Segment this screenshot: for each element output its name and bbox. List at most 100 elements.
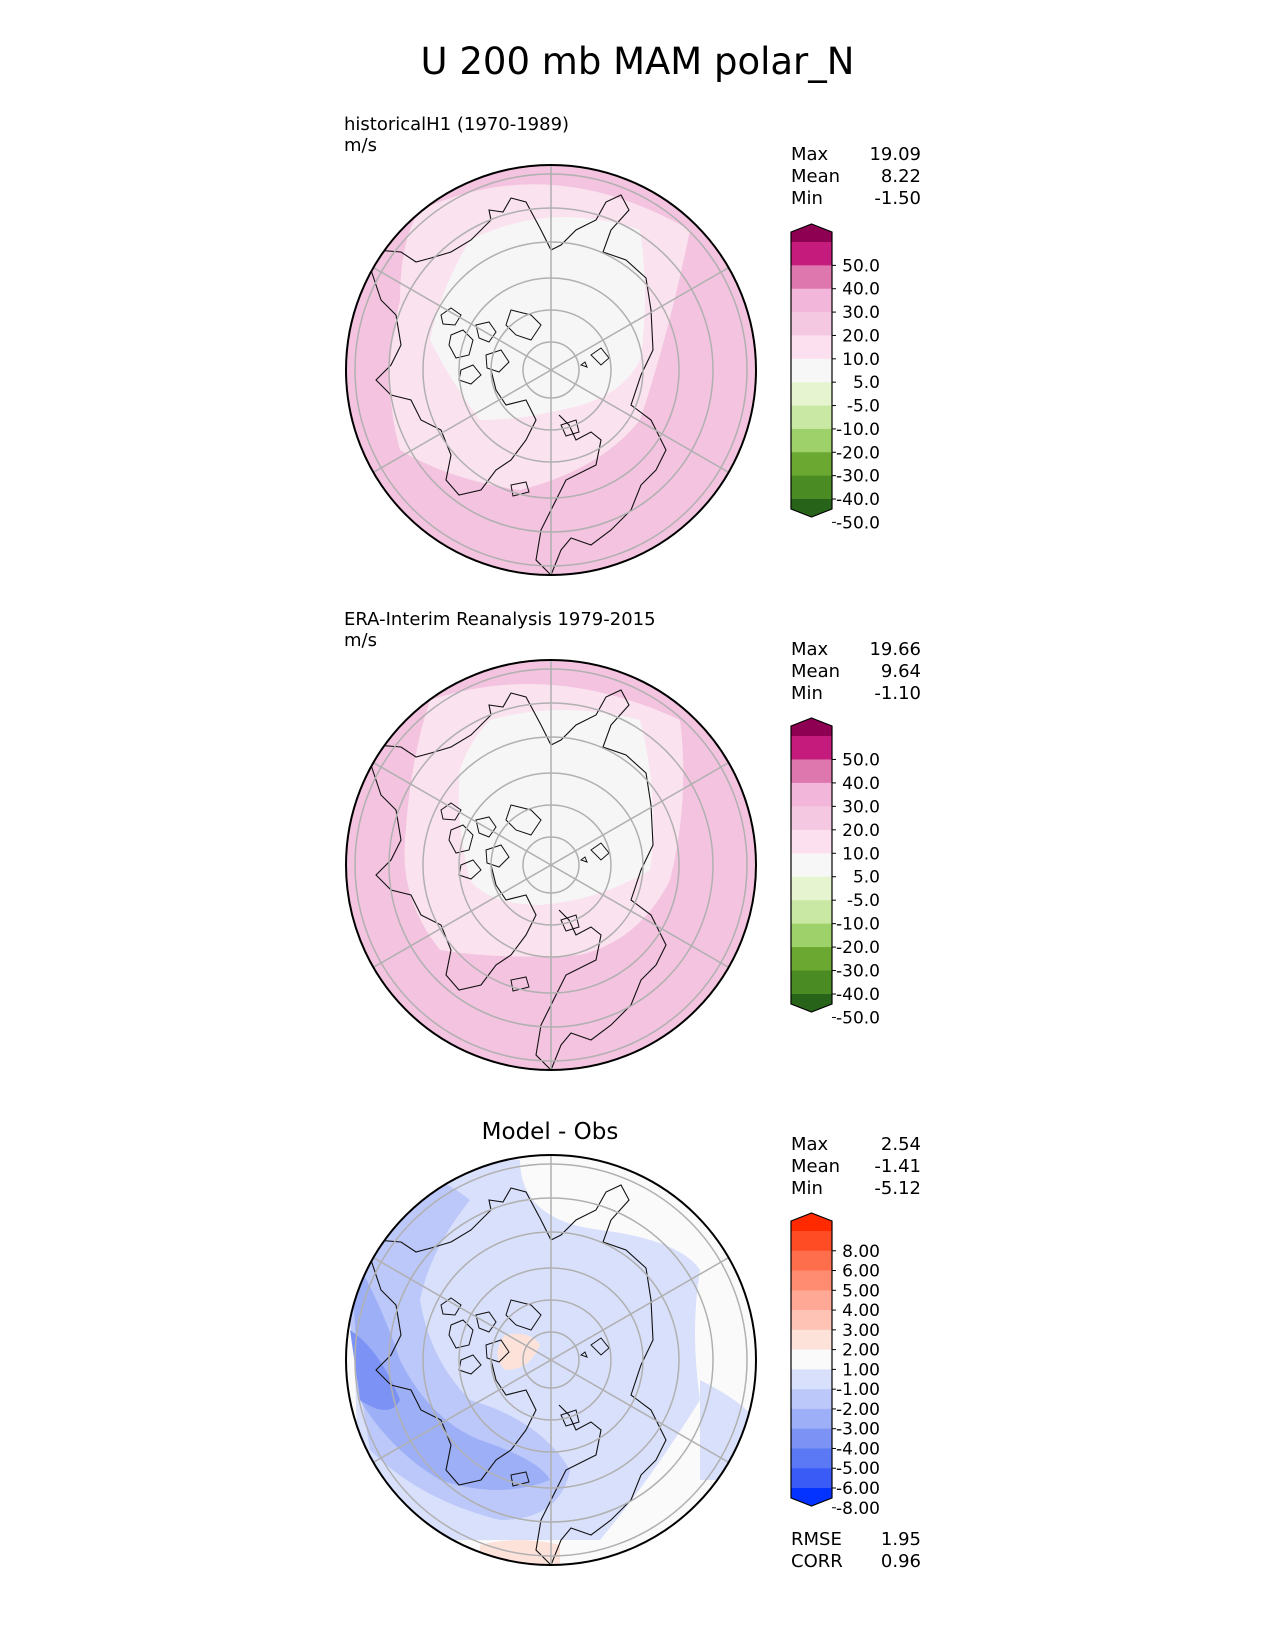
stat-min-value: -5.12 (874, 1178, 921, 1199)
stat-max-value: 19.09 (869, 144, 921, 165)
colorbar-tick-label: -10.0 (836, 420, 880, 440)
colorbar-bin (791, 405, 832, 430)
map-boundary (345, 1154, 757, 1566)
colorbar-tick-label: 3.00 (842, 1321, 880, 1341)
panel2-map (345, 659, 757, 1071)
colorbar-bin (791, 335, 832, 360)
colorbar-tick-label: -50.0 (836, 513, 880, 533)
colorbar-tick-label: 4.00 (842, 1301, 880, 1321)
colorbar-bin (791, 900, 832, 925)
colorbar-tick-label: -3.00 (836, 1420, 880, 1440)
panel1-name: historicalH1 (1970-1989) (344, 114, 570, 135)
panel1-units: m/s (344, 135, 377, 156)
colorbar-bin (791, 1369, 832, 1390)
colorbar-tick-label: 5.0 (853, 868, 880, 888)
colorbar-bin (791, 970, 832, 995)
colorbar-tick-label: -20.0 (836, 443, 880, 463)
colorbar-tick-label: -40.0 (836, 985, 880, 1005)
colorbar-tick-label: -20.0 (836, 938, 880, 958)
colorbar-bin (791, 475, 832, 500)
panel2-title: ERA-Interim Reanalysis 1979-2015 m/s (344, 609, 656, 651)
colorbar-bin (791, 242, 832, 266)
colorbar-bin (791, 312, 832, 336)
colorbar-tick-label: 10.0 (842, 844, 880, 864)
colorbar-bin (791, 853, 832, 878)
field-contour-5 (458, 710, 654, 905)
colorbar-bin (791, 265, 832, 290)
stat-mean-value: 9.64 (880, 661, 921, 682)
colorbar-tick-label: 1.00 (842, 1360, 880, 1380)
colorbar-bin (791, 947, 832, 972)
colorbar-tick-label: -30.0 (836, 467, 880, 487)
colorbar-bin (791, 923, 832, 948)
colorbar-tick-label: 20.0 (842, 821, 880, 841)
colorbar-bin (791, 452, 832, 477)
stat-mean-value: -1.41 (874, 1156, 921, 1177)
colorbar-tick-label: 6.00 (842, 1262, 880, 1282)
colorbar-extend-min (791, 499, 832, 517)
colorbar-bin (791, 1468, 832, 1489)
colorbar-bin (791, 288, 832, 313)
colorbar-bin (791, 806, 832, 831)
colorbar-tick-label: 20.0 (842, 326, 880, 346)
colorbar-tick-label: -5.00 (836, 1459, 880, 1479)
colorbar-bin (791, 829, 832, 854)
metric-rmse-label: RMSE (791, 1529, 842, 1550)
colorbar-bin (791, 382, 832, 407)
map-boundary (345, 164, 757, 576)
stat-max-label: Max (791, 144, 829, 165)
colorbar-extend-max (791, 1213, 832, 1231)
colorbar-bin (791, 1448, 832, 1469)
colorbar-tick-label: 5.0 (853, 373, 880, 393)
colorbar-bin (791, 1290, 832, 1311)
colorbar-extend-max (791, 224, 832, 242)
colorbar-extend-max (791, 718, 832, 736)
colorbar-outline (790, 223, 833, 518)
colorbar-outline (790, 1212, 833, 1507)
colorbar-tick-label: 30.0 (842, 303, 880, 323)
colorbar-bin (791, 1310, 832, 1331)
metric-corr-label: CORR (791, 1551, 843, 1572)
panel1-stats: Max 19.09 Mean 8.22 Min -1.50 (791, 144, 921, 210)
colorbar-tick-label: -2.00 (836, 1400, 880, 1420)
colorbar-2: 50.0 40.0 30.0 20.0 10.0 5.0 -5.0 -10.0 -20.0 -30… (790, 717, 880, 1028)
colorbar-bin (791, 782, 832, 807)
stat-mean-label: Mean (791, 661, 841, 682)
stat-min-value: -1.50 (874, 188, 921, 209)
colorbar-bin (791, 1389, 832, 1410)
panel3-metrics: RMSE 1.95 CORR 0.96 (791, 1529, 921, 1573)
panel2-stats: Max 19.66 Mean 9.64 Min -1.10 (791, 639, 921, 705)
colorbar-tick-label: -1.00 (836, 1380, 880, 1400)
colorbar-extend-min (791, 1488, 832, 1506)
stat-max-label: Max (791, 639, 829, 660)
colorbar-tick-label: 10.0 (842, 350, 880, 370)
stat-max-label: Max (791, 1134, 829, 1155)
panel3-stats: Max 2.54 Mean -1.41 Min -5.12 (791, 1134, 921, 1200)
colorbar-tick-label: -4.00 (836, 1439, 880, 1459)
colorbar-bin (791, 876, 832, 901)
colorbar-bin (791, 1329, 832, 1351)
stat-min-label: Min (791, 188, 823, 209)
stat-min-label: Min (791, 1178, 823, 1199)
colorbar-bin (791, 1250, 832, 1272)
field-contour-minus4b (350, 1330, 400, 1410)
colorbar-bin (791, 759, 832, 784)
colorbar-3: 8.006.005.004.003.002.001.00-1.00-2.00-3… (790, 1212, 880, 1519)
colorbar-tick-label: 30.0 (842, 797, 880, 817)
colorbar-tick-label: -50.0 (836, 1008, 880, 1028)
panel3-title: Model - Obs (481, 1119, 619, 1145)
colorbar-bin (791, 1349, 832, 1370)
colorbar-bin (791, 736, 832, 760)
stat-min-label: Min (791, 683, 823, 704)
panel2-units: m/s (344, 630, 377, 651)
colorbar-tick-label: -5.0 (847, 891, 880, 911)
stat-mean-value: 8.22 (880, 166, 921, 187)
map-boundary (345, 659, 757, 1071)
metric-rmse-value: 1.95 (880, 1529, 921, 1550)
panel2-name: ERA-Interim Reanalysis 1979-2015 (344, 609, 656, 630)
colorbar-extend-min (791, 994, 832, 1012)
colorbar-bin (791, 1231, 832, 1252)
colorbar-tick-label: 8.00 (842, 1242, 880, 1262)
colorbar-bin (791, 358, 832, 383)
colorbar-tick-label: 40.0 (842, 774, 880, 794)
